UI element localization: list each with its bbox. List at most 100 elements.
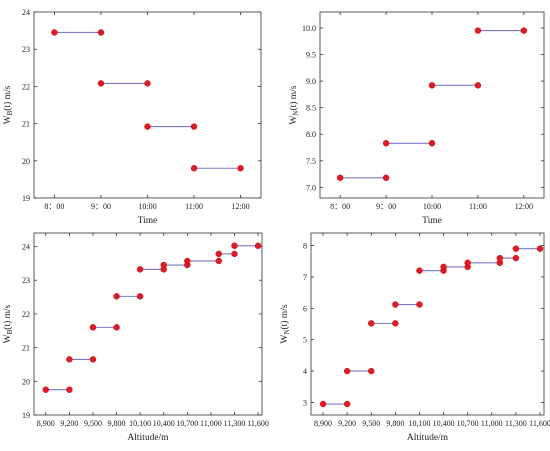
y-axis-title: WB(t) m/s (2, 304, 14, 343)
y-tick-label: 20 (22, 377, 30, 386)
data-point (113, 293, 120, 300)
data-point (428, 82, 436, 89)
data-point (113, 324, 120, 331)
y-tick-label: 5 (303, 336, 307, 345)
data-point (231, 250, 238, 258)
x-tick-label: 10,700 (457, 419, 479, 428)
y-axis-title: WN(t) m/s (279, 304, 291, 343)
y-tick-label: 21 (22, 120, 30, 129)
plot-frame (33, 232, 263, 416)
x-tick-label: 10,100 (408, 419, 430, 428)
y-tick-label: 24 (22, 8, 30, 17)
y-tick-label: 8.0 (306, 130, 316, 139)
y-tick-label: 23 (22, 45, 30, 54)
x-tick-label: 8,900 (314, 419, 332, 428)
y-tick-label: 22 (22, 82, 30, 91)
data-point (89, 356, 97, 363)
data-point (392, 301, 399, 308)
data-point (66, 386, 73, 393)
x-tick-label: 9,500 (84, 419, 102, 428)
y-tick-label: 19 (22, 194, 30, 203)
x-tick-label: 11,300 (505, 419, 527, 428)
x-tick-label: 12:00 (231, 202, 249, 211)
data-point (536, 245, 544, 252)
data-point (343, 400, 351, 408)
y-tick-label: 9.0 (306, 77, 316, 86)
x-tick-label: 11,600 (529, 419, 550, 428)
chart-top-right: 7.0 7.5 8.0 8.5 9.0 9.5 10.0 8：00 9：00 10:00 11:00… (288, 11, 545, 226)
y-tick-label: 20 (22, 157, 30, 166)
data-point (368, 367, 375, 375)
data-point (190, 165, 198, 172)
data-point (231, 242, 238, 250)
data-point (136, 266, 144, 273)
x-tick-label: 9,200 (338, 419, 356, 428)
data-point (190, 123, 198, 130)
data-point (89, 324, 97, 331)
data-point (319, 400, 327, 408)
x-tick-label: 8：00 (330, 202, 350, 211)
x-tick-label: 10,700 (176, 419, 198, 428)
data-point (464, 259, 471, 267)
x-tick-label: 9,800 (108, 419, 126, 428)
data-point (428, 140, 436, 147)
data-point (144, 123, 151, 130)
x-tick-label: 11:00 (185, 202, 203, 211)
plot-frame (319, 11, 545, 199)
x-axis-title: Time (138, 216, 158, 226)
data-point (343, 367, 351, 375)
data-point (520, 27, 528, 34)
y-tick-label: 7.5 (306, 157, 316, 166)
y-tick-label: 8 (303, 242, 307, 251)
data-point (51, 29, 58, 36)
y-tick-label: 23 (22, 276, 30, 285)
x-tick-label: 8,900 (37, 419, 55, 428)
chart-bottom-right: 3 4 5 6 7 8 8,900 9,200 9,500 9,800 10,100 10,400 10… (279, 232, 550, 443)
y-tick-label: 19 (22, 411, 30, 420)
data-point (42, 386, 49, 393)
x-tick-label: 10:00 (138, 202, 156, 211)
x-tick-label: 11,600 (247, 419, 269, 428)
y-tick-label: 7.0 (306, 183, 316, 192)
data-point (474, 82, 482, 89)
x-tick-label: 11,000 (481, 419, 503, 428)
y-tick-label: 8.5 (306, 104, 316, 113)
data-point (474, 27, 482, 34)
y-tick-label: 4 (303, 367, 307, 376)
data-point (416, 267, 423, 274)
y-axis-title: WN(t) m/s (288, 85, 300, 124)
data-point (66, 356, 73, 363)
data-point (416, 301, 423, 308)
x-tick-label: 10:00 (423, 202, 441, 211)
x-tick-label: 9,800 (386, 419, 404, 428)
y-axis-title: WB(t) m/s (2, 85, 14, 124)
x-tick-label: 10,400 (153, 419, 175, 428)
data-point (160, 261, 167, 269)
x-tick-label: 11,300 (224, 419, 246, 428)
data-point (382, 140, 390, 147)
plot-frame (310, 232, 545, 416)
data-point (368, 320, 375, 327)
data-point (237, 165, 244, 172)
x-tick-label: 8：00 (44, 202, 64, 211)
y-tick-label: 6 (303, 304, 307, 313)
data-point (97, 29, 105, 36)
y-tick-label: 7 (303, 273, 307, 282)
y-tick-label: 24 (22, 242, 30, 251)
chart-top-left: 19 20 21 22 23 24 8：00 9：00 10:00 11:00 12:00 Time W… (2, 8, 262, 226)
data-point (215, 257, 222, 265)
data-point (382, 174, 390, 182)
data-point (440, 263, 447, 271)
data-point (184, 257, 191, 265)
y-tick-label: 22 (22, 310, 30, 319)
plot-frame (33, 11, 262, 199)
x-tick-label: 9,500 (362, 419, 380, 428)
data-point (144, 80, 151, 87)
x-tick-label: 9：00 (91, 202, 111, 211)
y-tick-label: 21 (22, 344, 30, 353)
data-point (496, 254, 504, 262)
x-tick-label: 10,100 (129, 419, 151, 428)
data-point (136, 293, 144, 300)
